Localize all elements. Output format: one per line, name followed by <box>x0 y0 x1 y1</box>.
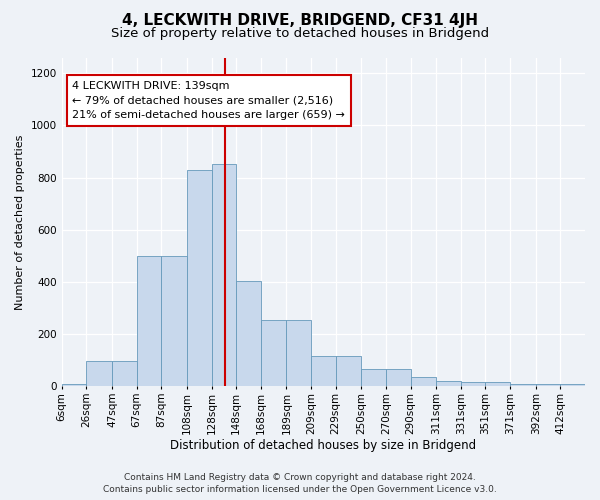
Bar <box>286 320 311 386</box>
X-axis label: Distribution of detached houses by size in Bridgend: Distribution of detached houses by size … <box>170 440 476 452</box>
Y-axis label: Number of detached properties: Number of detached properties <box>15 134 25 310</box>
Text: 4, LECKWITH DRIVE, BRIDGEND, CF31 4JH: 4, LECKWITH DRIVE, BRIDGEND, CF31 4JH <box>122 12 478 28</box>
Bar <box>436 381 461 386</box>
Bar <box>335 356 361 386</box>
Bar <box>212 164 236 386</box>
Bar <box>236 280 260 386</box>
Text: Size of property relative to detached houses in Bridgend: Size of property relative to detached ho… <box>111 28 489 40</box>
Bar <box>260 320 286 386</box>
Text: 4 LECKWITH DRIVE: 139sqm
← 79% of detached houses are smaller (2,516)
21% of sem: 4 LECKWITH DRIVE: 139sqm ← 79% of detach… <box>72 80 345 120</box>
Bar <box>62 384 86 386</box>
Bar <box>137 256 161 386</box>
Bar <box>86 362 112 386</box>
Bar <box>112 362 137 386</box>
Bar <box>410 377 436 386</box>
Bar <box>361 368 386 386</box>
Bar <box>485 382 510 386</box>
Bar <box>311 356 335 386</box>
Bar <box>161 256 187 386</box>
Text: Contains HM Land Registry data © Crown copyright and database right 2024.
Contai: Contains HM Land Registry data © Crown c… <box>103 472 497 494</box>
Bar <box>560 384 585 386</box>
Bar <box>510 384 536 386</box>
Bar <box>461 382 485 386</box>
Bar <box>536 384 560 386</box>
Bar <box>187 170 212 386</box>
Bar <box>386 368 410 386</box>
